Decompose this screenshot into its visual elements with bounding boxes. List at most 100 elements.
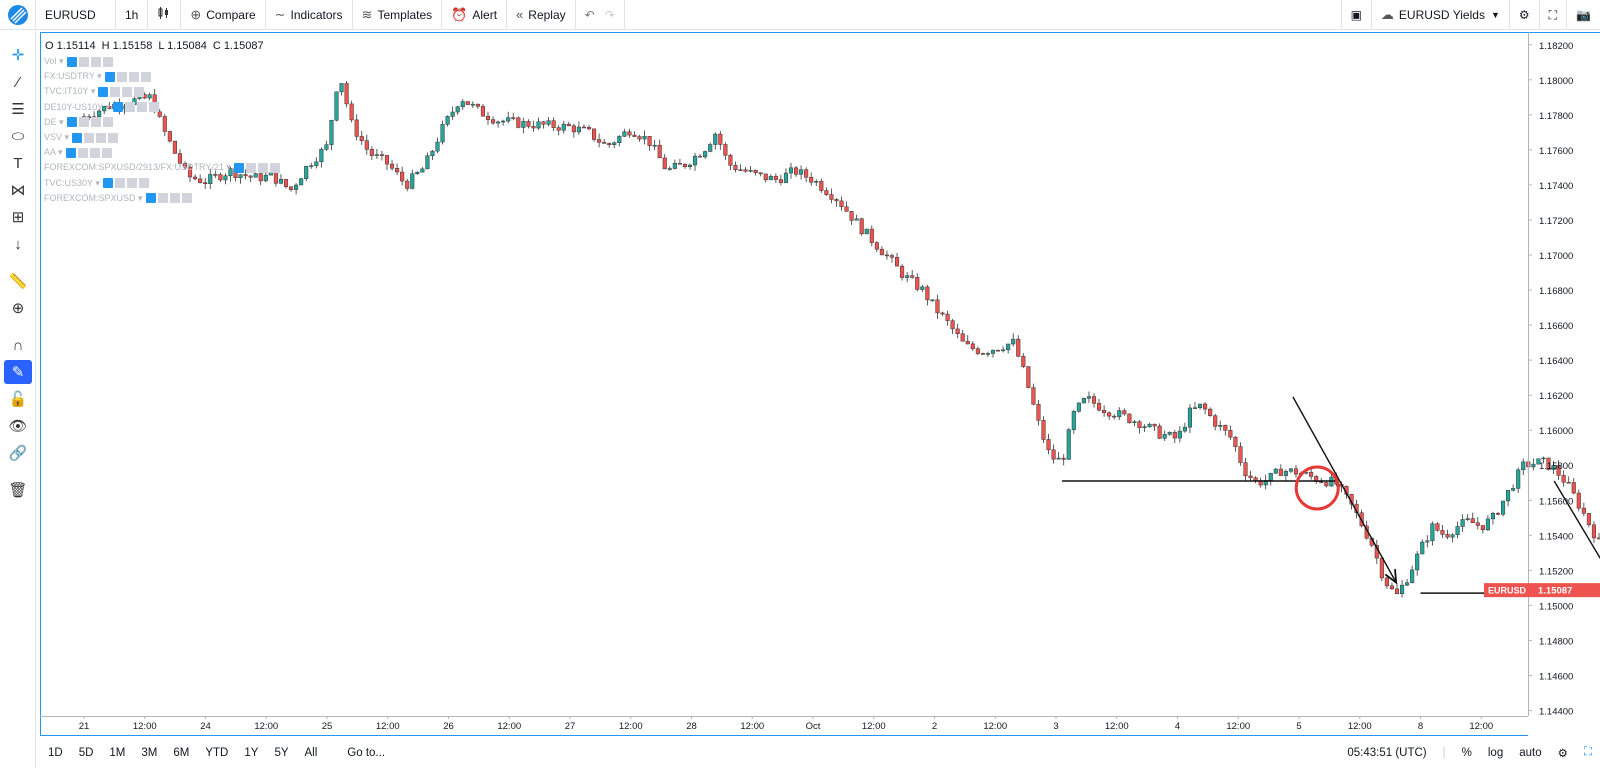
close-icon[interactable] [108,132,119,143]
plus-icon[interactable] [137,102,148,113]
gear-icon[interactable]: ⚙ [1557,747,1568,760]
eye-icon[interactable] [145,193,156,204]
range-button[interactable]: 1Y [244,746,259,759]
settings-icon[interactable] [110,86,121,97]
price-axis[interactable] [1528,32,1600,716]
indicator-row[interactable]: TVC:US30Y ▾ [44,178,149,189]
expand-icon[interactable]: ⛶ [1583,746,1592,758]
chart-style-button[interactable] [148,0,182,30]
settings-icon[interactable] [77,147,88,158]
pattern-icon[interactable]: ⋈ [10,182,26,199]
indicators-button[interactable]: ∼ Indicators [266,0,353,30]
plus-icon[interactable] [257,162,268,173]
close-icon[interactable] [149,102,160,113]
symbol-search-button[interactable]: EURUSD [36,0,116,30]
indicator-row[interactable]: FX:USDTRY ▾ [44,71,151,82]
plus-icon[interactable] [89,147,100,158]
indicator-row[interactable]: VSV ▾ [44,132,119,143]
time-axis[interactable] [40,716,1528,736]
indicator-row[interactable]: AA ▾ [44,147,112,158]
range-button[interactable]: 3M [141,746,158,759]
eye-icon[interactable] [102,178,113,189]
eye-icon[interactable]: 👁 [8,418,28,435]
eye-icon[interactable] [66,117,77,128]
close-icon[interactable] [102,56,113,67]
snapshot-button[interactable]: 📷 [1566,0,1600,30]
plus-icon[interactable] [90,56,101,67]
close-icon[interactable] [134,86,145,97]
lock-icon[interactable]: 🔓 [8,391,28,408]
plus-icon[interactable] [126,178,137,189]
alert-button[interactable]: ⏰ Alert [442,0,508,30]
settings-icon[interactable] [78,56,89,67]
shapes-icon[interactable]: ⬭ [11,127,25,145]
indicator-row[interactable]: TVC:IT10Y ▾ [44,86,145,97]
magnet-icon[interactable]: ∩ [12,336,24,354]
settings-icon[interactable] [125,102,136,113]
plus-icon[interactable] [96,132,107,143]
range-button[interactable]: 5Y [274,746,289,759]
chart-pane[interactable] [40,32,1528,736]
stay-in-drawing-mode-icon[interactable]: ✎ [4,360,32,384]
percent-toggle[interactable]: % [1461,746,1472,759]
trash-icon[interactable]: 🗑 [8,482,28,499]
settings-icon[interactable] [78,117,89,128]
fullscreen-button[interactable]: ⛶ [1538,0,1566,30]
crosshair-icon[interactable]: ✛ [11,47,25,64]
plus-icon[interactable] [128,71,139,82]
fib-retracement-icon[interactable]: ☰ [11,101,25,118]
zoom-in-icon[interactable]: ⊕ [11,300,25,317]
replay-button[interactable]: « Replay [507,0,576,30]
logo-icon[interactable] [0,0,36,30]
compare-button[interactable]: ⊕ Compare [181,0,266,30]
link-icon[interactable]: 🔗 [8,445,28,462]
indicator-row[interactable]: DE ▾ [44,117,113,128]
range-button[interactable]: 1D [48,746,63,759]
plus-icon[interactable] [122,86,133,97]
settings-button[interactable]: ⚙ [1508,0,1539,30]
layout-grid-button[interactable]: ▣ [1340,0,1371,30]
eye-icon[interactable] [65,147,76,158]
close-icon[interactable] [269,162,280,173]
close-icon[interactable] [102,117,113,128]
range-button[interactable]: 6M [173,746,190,759]
interval-button[interactable]: 1h [116,0,149,30]
close-icon[interactable] [140,71,151,82]
range-button[interactable]: 1M [109,746,126,759]
goto-button[interactable]: Go to... [347,746,386,759]
close-icon[interactable] [181,193,192,204]
arrow-down-icon[interactable]: ↓ [14,235,22,253]
settings-icon[interactable] [116,71,127,82]
settings-icon[interactable] [157,193,168,204]
eye-icon[interactable] [98,86,109,97]
indicator-row[interactable]: FOREXCOM:SPXUSD ▾ [44,193,192,204]
text-icon[interactable]: T [13,154,23,172]
auto-toggle[interactable]: auto [1519,746,1542,759]
indicator-row[interactable]: FOREXCOM:SPXUSD/2913/FX:USDTRY/21 ▾ [44,162,280,173]
range-button[interactable]: YTD [205,746,229,759]
eye-icon[interactable] [233,162,244,173]
indicator-row[interactable]: DE10Y-US10Y ▾ [44,102,160,113]
plus-icon[interactable] [169,193,180,204]
eye-icon[interactable] [66,56,77,67]
forecast-icon[interactable]: ⊞ [11,209,25,226]
ruler-icon[interactable]: 📏 [8,273,28,290]
eye-icon[interactable] [104,71,115,82]
redo-icon[interactable]: ↷ [604,7,615,22]
layout-name-button[interactable]: ☁ EURUSD Yields ▼ [1370,0,1509,30]
range-button[interactable]: All [304,746,318,759]
settings-icon[interactable] [84,132,95,143]
trend-line-icon[interactable]: ⁄ [16,73,20,91]
eye-icon[interactable] [113,102,124,113]
close-icon[interactable] [101,147,112,158]
settings-icon[interactable] [245,162,256,173]
eye-icon[interactable] [72,132,83,143]
close-icon[interactable] [138,178,149,189]
settings-icon[interactable] [114,178,125,189]
indicator-row[interactable]: Vol ▾ [44,56,113,67]
plus-icon[interactable] [90,117,101,128]
clock-label[interactable]: 05:43:51 (UTC) [1347,746,1427,759]
undo-icon[interactable]: ↶ [584,7,595,22]
templates-button[interactable]: ≋ Templates [353,0,443,30]
log-toggle[interactable]: log [1487,746,1504,759]
